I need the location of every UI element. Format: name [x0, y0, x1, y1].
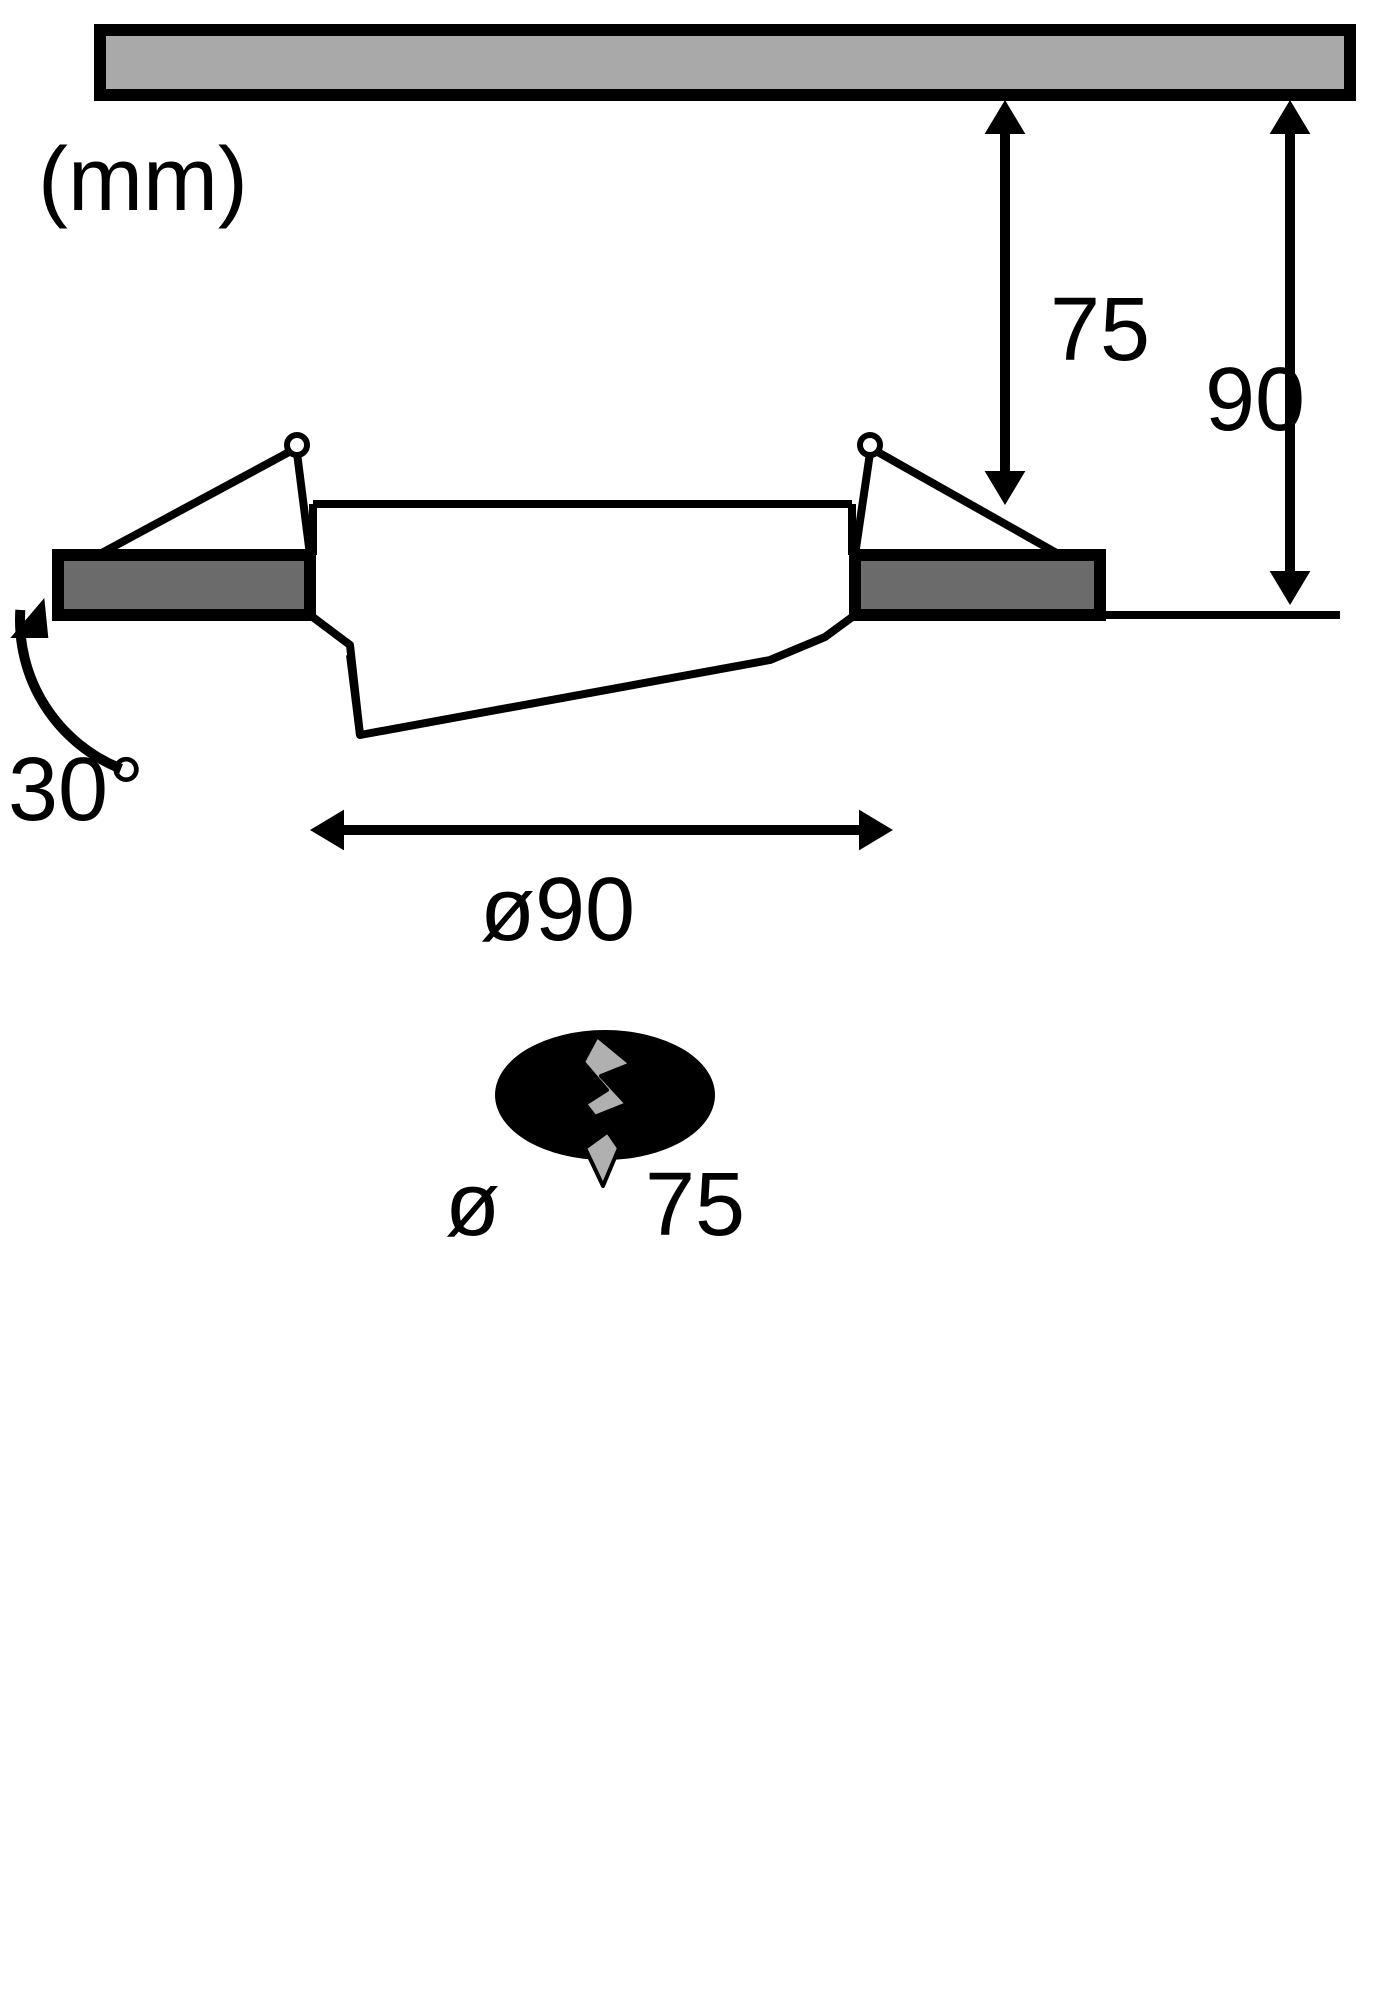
- unit-label: (mm): [38, 130, 248, 230]
- cutout-diameter-value: 75: [645, 1155, 745, 1255]
- outer-diameter-label: ø90: [480, 860, 635, 960]
- tilt-angle-label: 30°: [8, 740, 144, 840]
- dim-75-label: 75: [1050, 280, 1150, 380]
- ceiling-bar: [100, 30, 1350, 95]
- flange-left: [58, 555, 310, 615]
- tilting-lamp: [310, 615, 855, 735]
- flange-right: [855, 555, 1100, 615]
- cutout-diameter-symbol: ø: [445, 1155, 500, 1255]
- dim-90-label: 90: [1205, 350, 1305, 450]
